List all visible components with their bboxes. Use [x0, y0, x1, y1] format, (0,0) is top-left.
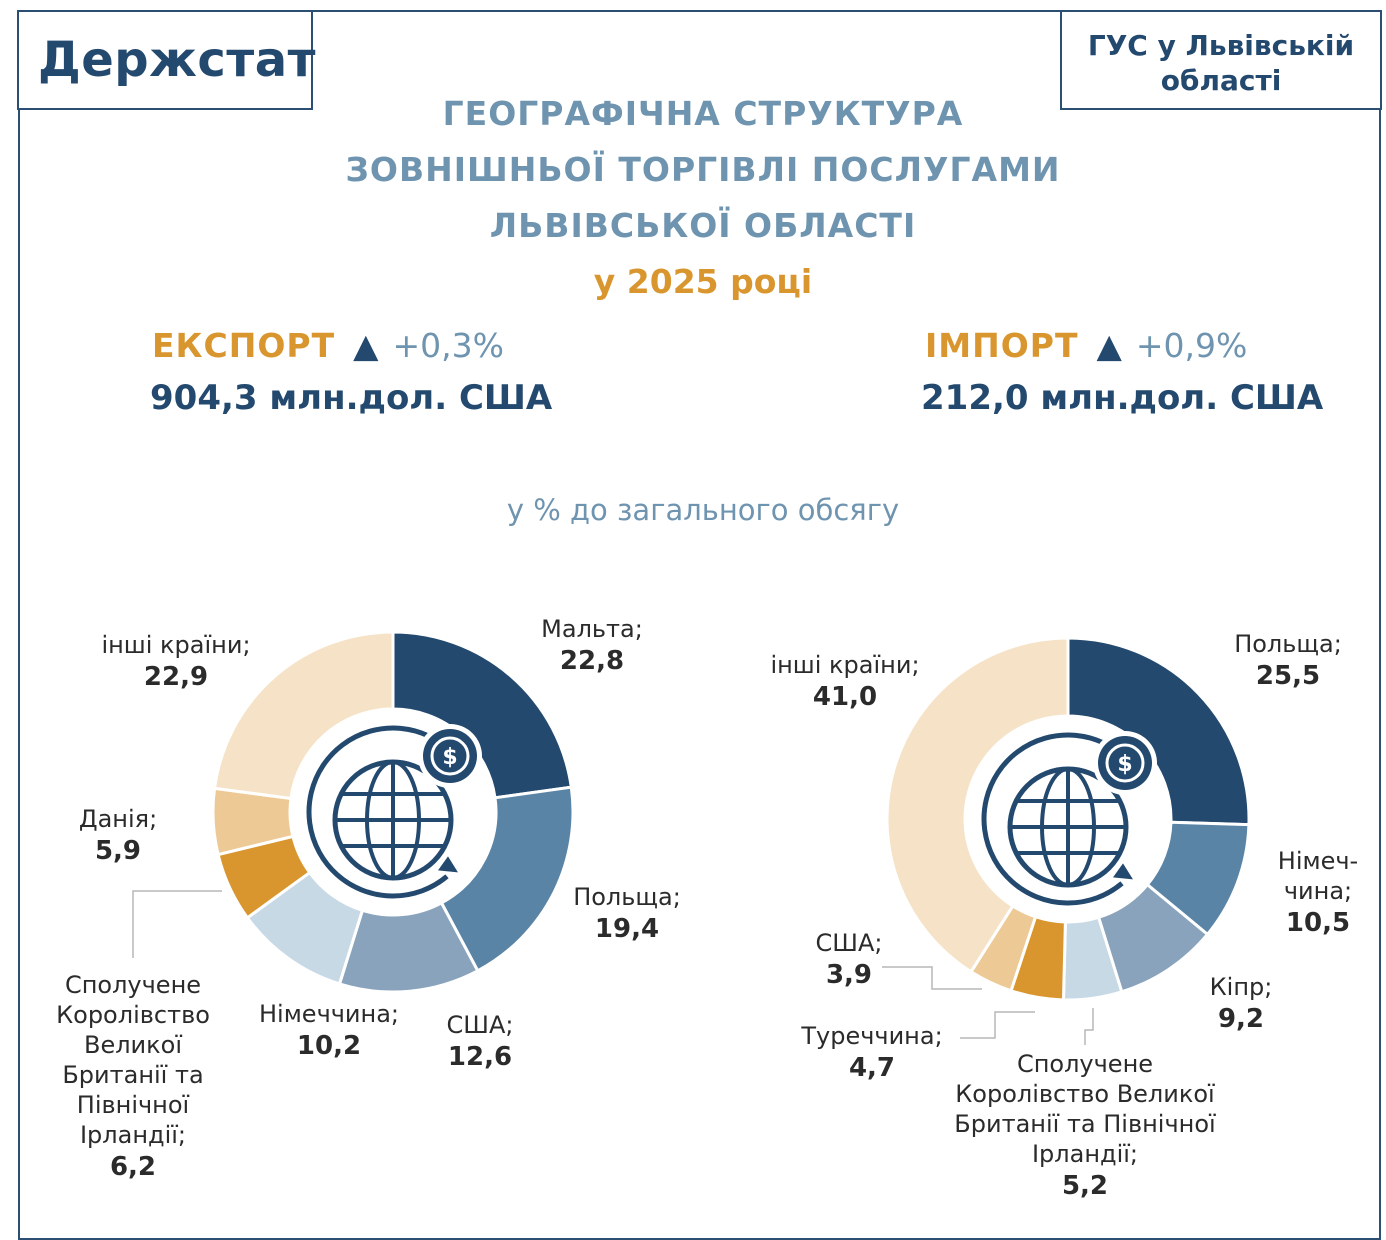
import-slice-label: Сполучене Королівство Великої Британії та …: [954, 1050, 1216, 1201]
chart-caption: у % до загального обсягу: [506, 493, 900, 527]
export-slice-label-line: Польща;: [573, 883, 681, 911]
export-slice-label-line: Північної: [77, 1091, 190, 1119]
export-slice-value: 6,2: [110, 1152, 156, 1182]
export-donut-chart: Мальта; 22,8 Польща; 19,4 США; 12,6 Німеччина;…: [56, 615, 681, 1182]
import-slice-label-line: Сполучене: [1017, 1050, 1153, 1078]
organization-line-1: ГУС у Львівській: [1087, 29, 1355, 62]
export-label: ЕКСПОРТ: [152, 326, 336, 365]
import-slice-label: Туреччина; 4,7: [800, 1022, 942, 1083]
svg-text:$: $: [1117, 752, 1132, 777]
import-slice-value: 3,9: [826, 960, 872, 990]
export-slice-label-line: Німеччина;: [259, 1000, 399, 1028]
export-slice: [439, 785, 575, 973]
export-slice-label: Мальта; 22,8: [541, 615, 643, 676]
import-leader-line: [882, 966, 982, 990]
logo: Держстат: [38, 32, 316, 88]
import-slice-label-line: Королівство Великої: [955, 1080, 1215, 1108]
import-slice-label-line: інші країни;: [770, 651, 919, 679]
export-slice-label-line: Сполучене: [65, 971, 201, 999]
export-up-arrow-icon: ▲: [353, 326, 379, 365]
export-slice-value: 10,2: [297, 1031, 361, 1061]
organization-box: ГУС у Львівській області: [1060, 10, 1382, 110]
import-leader-line: [1084, 1008, 1094, 1045]
export-globe-trade-icon: $: [306, 724, 482, 899]
import-slice-label: Кіпр; 9,2: [1210, 973, 1273, 1034]
import-slice-label: Польща; 25,5: [1234, 630, 1342, 691]
import-slice-value: 41,0: [813, 682, 877, 712]
export-slice-label: США; 12,6: [447, 1011, 514, 1072]
export-slice-label: Польща; 19,4: [573, 883, 681, 944]
export-slice-value: 12,6: [448, 1042, 512, 1072]
import-slice-label-line: США;: [816, 929, 883, 957]
import-slice: [1066, 636, 1251, 827]
import-slice-value: 5,2: [1062, 1171, 1108, 1201]
export-slice-label: інші країни; 22,9: [101, 631, 250, 692]
page-title: ГЕОГРАФІЧНА СТРУКТУРА ЗОВНІШНЬОЇ ТОРГІВЛ…: [300, 86, 1106, 254]
import-leader-line: [960, 1011, 1035, 1039]
export-slice-label-line: інші країни;: [101, 631, 250, 659]
export-slice: [391, 630, 573, 800]
import-slice-value: 10,5: [1286, 908, 1350, 938]
import-slice-label-line: чина;: [1284, 877, 1352, 905]
import-slice-label-line: Ірландії;: [1032, 1140, 1138, 1168]
title-line-1: ГЕОГРАФІЧНА СТРУКТУРА: [442, 94, 964, 133]
export-slice-value: 5,9: [95, 836, 141, 866]
logo-box: Держстат: [17, 10, 316, 110]
export-slice-label: Сполучене Королівство Великої Британії та Пі…: [56, 971, 210, 1182]
import-globe-trade-icon: $: [981, 731, 1157, 906]
organization-name: ГУС у Львівській області: [1062, 28, 1380, 98]
export-slice-value: 22,8: [560, 646, 624, 676]
export-leader-line: [132, 890, 222, 958]
export-value: 904,3 млн.дол. США: [150, 378, 553, 418]
title-line-3: ЛЬВІВСЬКОЇ ОБЛАСТІ: [489, 206, 917, 245]
import-change: +0,9%: [1135, 326, 1248, 365]
organization-line-2: області: [1160, 64, 1282, 97]
export-slice-label-line: Мальта;: [541, 615, 643, 643]
export-slice-label-line: США;: [447, 1011, 514, 1039]
import-slice-value: 9,2: [1218, 1004, 1264, 1034]
export-slice-label: Німеччина; 10,2: [259, 1000, 399, 1061]
import-slice-value: 25,5: [1256, 661, 1320, 691]
export-slice: [212, 630, 395, 801]
export-slice-value: 19,4: [595, 914, 659, 944]
export-header: ЕКСПОРТ ▲ +0,3%: [152, 326, 504, 365]
export-slice-label-line: Данія;: [79, 805, 157, 833]
import-slice: [885, 636, 1070, 974]
import-slice-label-line: Туреччина;: [800, 1022, 942, 1050]
export-slice-value: 22,9: [144, 662, 208, 692]
export-change: +0,3%: [392, 326, 505, 365]
import-slice-label-line: Британії та Північної: [954, 1110, 1216, 1138]
import-slice-label-line: Німеч-: [1278, 847, 1358, 875]
import-label: ІМПОРТ: [925, 326, 1079, 365]
import-value: 212,0 млн.дол. США: [921, 378, 1324, 418]
import-up-arrow-icon: ▲: [1096, 326, 1122, 365]
import-slice-label: Німеч-чина; 10,5: [1278, 847, 1358, 938]
import-slice-value: 4,7: [849, 1053, 895, 1083]
export-slice-label-line: Ірландії;: [80, 1121, 186, 1149]
svg-text:$: $: [442, 745, 457, 770]
export-slice-label-line: Великої: [84, 1031, 182, 1059]
export-slice-label-line: Королівство: [56, 1001, 210, 1029]
import-slice-label: США; 3,9: [816, 929, 883, 990]
export-slice-label-line: Британії та: [62, 1061, 203, 1089]
import-slice-label-line: Польща;: [1234, 630, 1342, 658]
period-subtitle: у 2025 році: [593, 262, 813, 301]
title-line-2: ЗОВНІШНЬОЇ ТОРГІВЛІ ПОСЛУГАМИ: [345, 150, 1061, 189]
import-header: ІМПОРТ ▲ +0,9%: [925, 326, 1247, 365]
import-slice-label: інші країни; 41,0: [770, 651, 919, 712]
export-slice-label: Данія; 5,9: [79, 805, 157, 866]
import-slice-label-line: Кіпр;: [1210, 973, 1273, 1001]
